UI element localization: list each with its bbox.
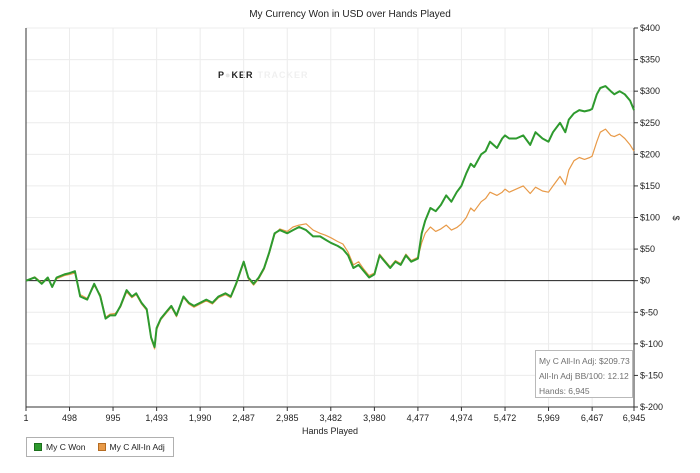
- x-tick-label: 6,945: [623, 413, 646, 423]
- x-tick-label: 1: [23, 413, 28, 423]
- x-tick-label: 6,467: [581, 413, 604, 423]
- legend: My C Won My C All-In Adj: [26, 437, 174, 457]
- x-tick-label: 5,969: [537, 413, 560, 423]
- legend-item-my-c-all-in-adj[interactable]: My C All-In Adj: [97, 442, 165, 452]
- tooltip-series-value: My C All-In Adj: $209.73: [539, 356, 630, 366]
- axis-labels: Hands Played $: [302, 215, 681, 436]
- legend-label: My C All-In Adj: [109, 442, 165, 452]
- x-tick-label: 4,477: [407, 413, 430, 423]
- y-tick-label: $300: [640, 86, 660, 96]
- watermark-mid: KER: [231, 70, 253, 80]
- y-tick-label: $350: [640, 55, 660, 65]
- x-tick-label: 2,487: [232, 413, 255, 423]
- x-tick-label: 3,980: [363, 413, 386, 423]
- hover-tooltip: My C All-In Adj: $209.73 All-In Adj BB/1…: [535, 350, 633, 398]
- series: [25, 85, 635, 350]
- y-tick-label: $400: [640, 23, 660, 33]
- y-tick-label: $150: [640, 181, 660, 191]
- legend-label: My C Won: [46, 442, 86, 452]
- y-tick-label: $-200: [640, 402, 663, 412]
- watermark-logo: P●KER TRACKER: [218, 70, 308, 80]
- x-tick-label: 2,985: [276, 413, 299, 423]
- series-line-my-c-won: [25, 85, 635, 348]
- axes: $-200 $-150 $-100 $-50 $0 $50 $100 $150 $200 $250…: [23, 23, 663, 423]
- chart-title: My Currency Won in USD over Hands Played: [249, 9, 451, 20]
- y-tick-label: $-150: [640, 370, 663, 380]
- x-tick-label: 5,472: [494, 413, 517, 423]
- watermark-left: P: [218, 70, 225, 80]
- tooltip-bb100: All-In Adj BB/100: 12.12: [539, 371, 629, 381]
- y-tick-label: $0: [640, 276, 650, 286]
- x-tick-label: 1,990: [189, 413, 212, 423]
- x-tick-label: 3,482: [320, 413, 343, 423]
- y-tick-label: $50: [640, 244, 655, 254]
- y-tick-label: $-50: [640, 307, 658, 317]
- x-tick-label: 498: [62, 413, 77, 423]
- y-axis-label: $: [671, 215, 681, 220]
- legend-swatch-green: [34, 443, 42, 451]
- x-axis-label: Hands Played: [302, 426, 358, 436]
- x-tick-label: 1,493: [145, 413, 168, 423]
- watermark-chip-icon: ●: [225, 70, 231, 80]
- y-tick-label: $100: [640, 213, 660, 223]
- legend-swatch-orange: [97, 443, 106, 451]
- y-tick-label: $-100: [640, 339, 663, 349]
- y-tick-label: $200: [640, 149, 660, 159]
- tooltip-hands: Hands: 6,945: [539, 386, 590, 396]
- x-tick-label: 4,974: [450, 413, 473, 423]
- series-line-my-c-all-in-adj: [25, 128, 635, 350]
- y-tick-label: $250: [640, 118, 660, 128]
- watermark-right: TRACKER: [257, 70, 308, 80]
- legend-item-my-c-won[interactable]: My C Won: [34, 442, 86, 452]
- x-tick-label: 995: [106, 413, 121, 423]
